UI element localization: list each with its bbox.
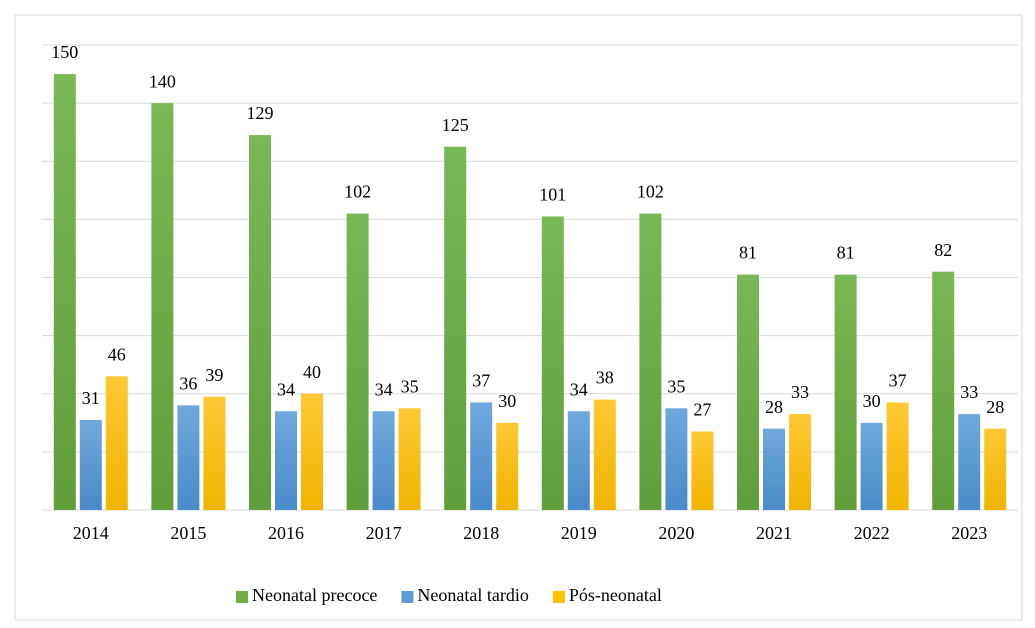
data-label: 38 (596, 368, 614, 388)
data-label: 102 (637, 182, 664, 202)
bar (105, 376, 128, 510)
legend-swatch (401, 591, 414, 603)
bar (151, 103, 174, 510)
data-label: 40 (303, 362, 321, 382)
data-label: 37 (472, 371, 490, 391)
data-label: 33 (791, 382, 809, 402)
legend-label: Neonatal precoce (252, 585, 377, 605)
data-label: 35 (401, 376, 419, 396)
bar (932, 271, 955, 510)
bar (958, 414, 981, 510)
data-label: 140 (149, 71, 176, 91)
bar (593, 399, 616, 510)
data-label: 150 (51, 42, 78, 62)
x-tick-label: 2020 (658, 523, 694, 543)
x-tick-label: 2021 (756, 523, 792, 543)
legend-label: Pós-neonatal (569, 585, 662, 605)
bar (177, 405, 200, 510)
data-label: 34 (277, 379, 295, 399)
bar (763, 428, 785, 510)
bar (398, 408, 421, 510)
data-label: 34 (570, 379, 588, 399)
x-tick-label: 2015 (170, 523, 206, 543)
x-tick-label: 2023 (951, 523, 987, 543)
bar (470, 402, 493, 510)
bar (444, 146, 467, 510)
x-tick-label: 2018 (463, 523, 499, 543)
legend-swatch (552, 591, 565, 603)
data-label: 27 (693, 400, 711, 420)
bar (372, 411, 395, 510)
bar (834, 274, 857, 510)
bar (567, 411, 590, 510)
legend-swatch (236, 591, 248, 603)
x-tick-label: 2019 (561, 523, 597, 543)
bar (79, 419, 102, 510)
bar (737, 274, 759, 510)
bar (789, 414, 811, 510)
bar (346, 213, 369, 510)
bar (275, 411, 297, 510)
data-label: 37 (889, 371, 907, 391)
data-label: 35 (667, 376, 685, 396)
data-label: 129 (247, 103, 274, 123)
bar (691, 431, 714, 510)
bar (665, 408, 688, 510)
x-tick-label: 2022 (854, 523, 890, 543)
x-tick-label: 2014 (73, 523, 109, 543)
bar (301, 393, 323, 510)
x-tick-label: 2016 (268, 523, 304, 543)
bar (203, 396, 226, 510)
bar (541, 216, 564, 510)
bar (249, 135, 271, 510)
data-label: 39 (205, 365, 223, 385)
data-label: 81 (739, 243, 757, 263)
bar (639, 213, 662, 510)
legend-label: Neonatal tardio (417, 585, 528, 605)
data-label: 82 (934, 240, 952, 260)
bar (984, 428, 1007, 510)
data-label: 125 (442, 115, 469, 135)
data-label: 101 (539, 185, 566, 205)
data-label: 36 (179, 374, 197, 394)
bar (860, 422, 883, 510)
x-tick-label: 2017 (366, 523, 402, 543)
data-label: 33 (960, 382, 978, 402)
data-label: 30 (863, 391, 881, 411)
bar (886, 402, 909, 510)
data-label: 46 (108, 344, 126, 364)
data-label: 81 (837, 243, 855, 263)
bar (496, 422, 519, 510)
bar (53, 74, 76, 510)
data-label: 28 (986, 397, 1004, 417)
data-label: 28 (765, 397, 783, 417)
data-label: 30 (498, 391, 516, 411)
data-label: 31 (82, 388, 100, 408)
data-label: 34 (375, 379, 393, 399)
data-label: 102 (344, 182, 371, 202)
